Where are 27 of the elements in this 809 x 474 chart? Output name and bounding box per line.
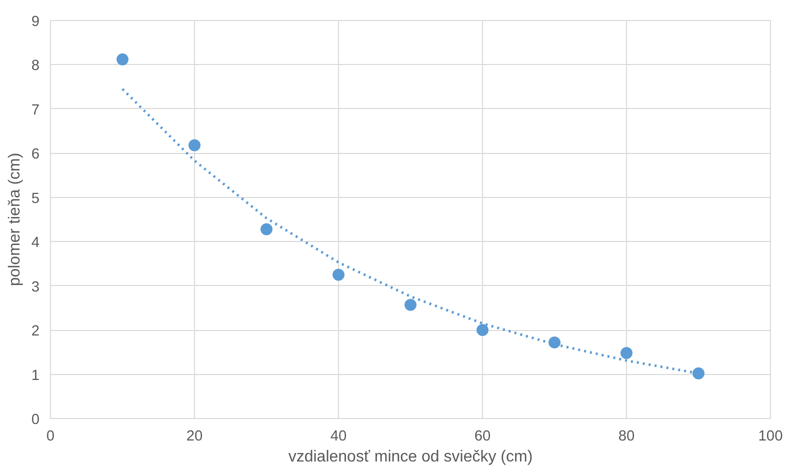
x-tick-label: 0 <box>46 428 55 444</box>
point <box>404 298 416 311</box>
x-tick-label: 80 <box>618 428 635 444</box>
y-tick-label: 6 <box>31 146 40 163</box>
y-tick-label: 7 <box>31 102 40 118</box>
point <box>548 336 560 348</box>
point <box>332 268 344 281</box>
point <box>620 347 632 360</box>
point <box>692 367 704 380</box>
y-tick-label: 0 <box>31 412 40 428</box>
y-tick-label: 3 <box>31 279 40 296</box>
x-tick-label: 60 <box>474 428 491 444</box>
y-tick-label: 8 <box>31 58 40 74</box>
y-tick-label: 5 <box>31 190 40 207</box>
y-tick-label: 2 <box>31 324 40 340</box>
point <box>476 324 488 336</box>
x-tick-label: 40 <box>330 428 347 444</box>
y-tick-label: 1 <box>31 368 40 384</box>
point <box>116 53 128 66</box>
x-tick-label: 100 <box>758 428 783 444</box>
y-axis-title: polomer tieňa (cm) <box>6 152 24 286</box>
point <box>260 223 272 236</box>
y-tick-label: 4 <box>31 235 40 252</box>
x-axis-title: vzdialenosť mince od sviečky (cm) <box>288 448 533 466</box>
x-tick-label: 20 <box>186 428 203 444</box>
point <box>188 139 200 152</box>
y-tick-label: 9 <box>31 14 40 30</box>
